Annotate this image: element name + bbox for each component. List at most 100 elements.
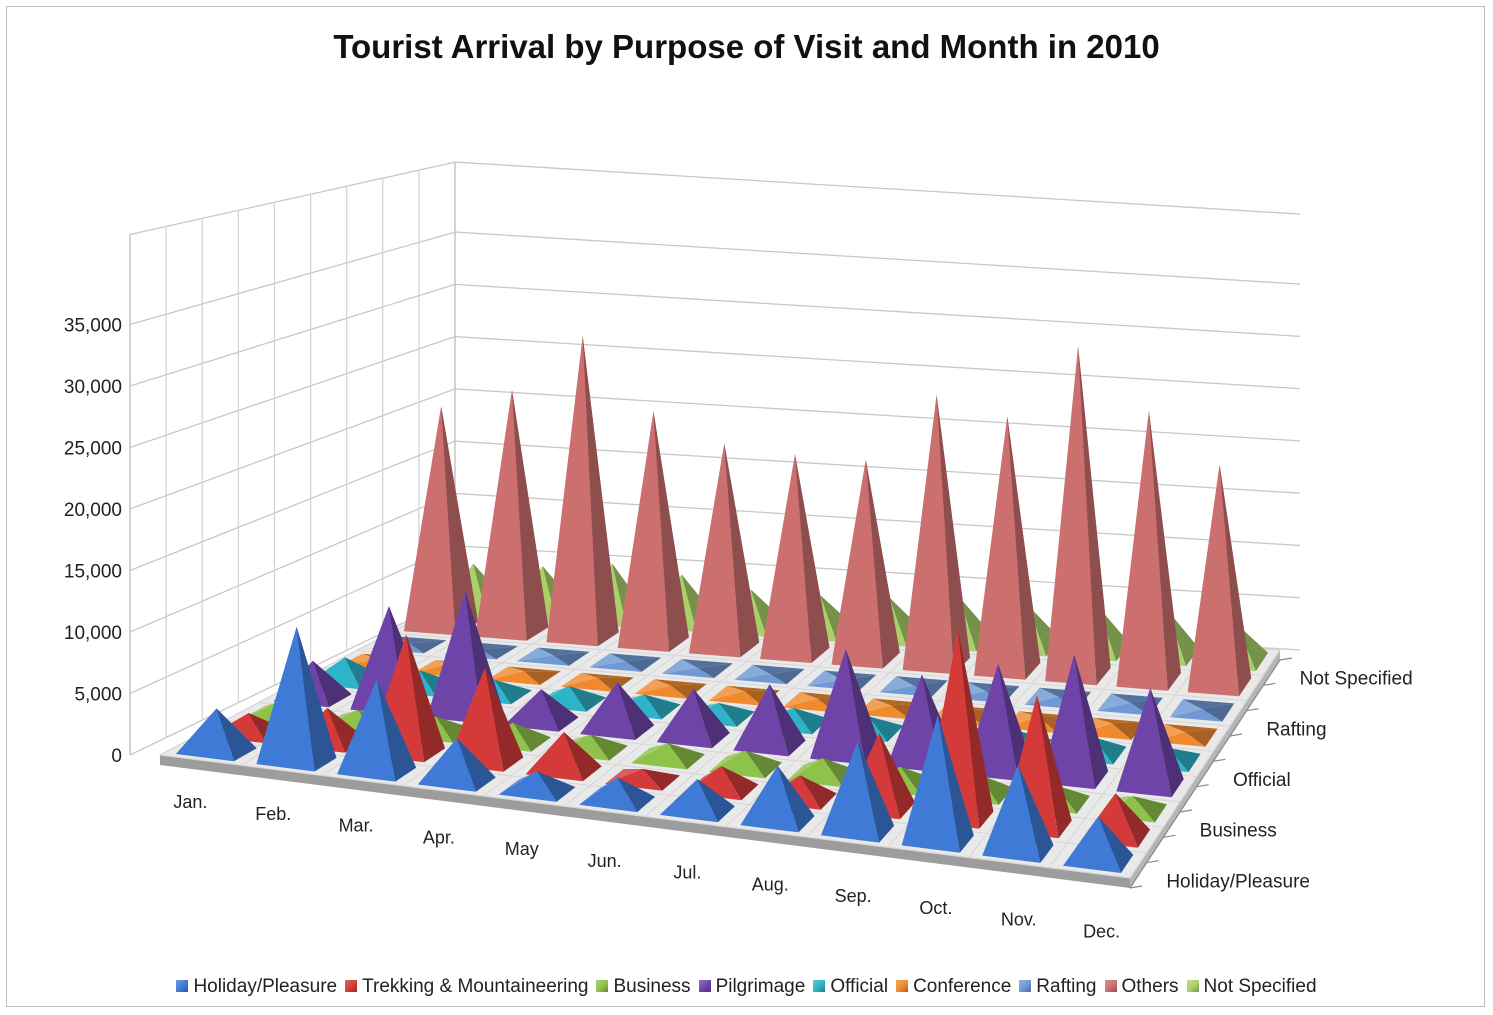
pyramid-rafting-may: [661, 659, 733, 679]
x-tick-label: Apr.: [423, 827, 455, 847]
chart-labels: 0 5,000 10,000 15,000 20,000 25,000 30,000 35,0…: [64, 316, 1413, 942]
pyramid-conference-mar: [486, 666, 561, 685]
pyramid-others-oct: [1045, 346, 1111, 686]
depth-tick-label: Business: [1200, 821, 1277, 842]
pyramid-conference-apr: [560, 672, 634, 692]
pyramid-others-jun: [760, 454, 830, 663]
x-tick-label: Aug.: [752, 874, 789, 894]
legend-label: Official: [830, 976, 889, 997]
x-tick-label: Dec.: [1083, 921, 1120, 941]
pyramid-holiday-pleasure-sep: [821, 741, 895, 843]
legend-item: Pilgrimage: [698, 976, 806, 998]
y-tick-label: 25,000: [64, 439, 122, 460]
pyramid-conference-may: [634, 679, 707, 699]
legend-item: Not Specified: [1186, 976, 1317, 998]
pyramid-holiday-pleasure-dec: [1063, 816, 1134, 873]
pyramid-others-jul: [831, 459, 900, 669]
legend-swatch: [813, 980, 826, 992]
legend-item: Holiday/Pleasure: [176, 976, 337, 998]
legend-item: Others: [1104, 976, 1179, 998]
pyramid-pilgrimage-apr: [503, 689, 579, 732]
pyramid-pilgrimage-jun: [656, 689, 730, 749]
pyramid-holiday-pleasure-jun: [579, 777, 656, 813]
legend-label: Holiday/Pleasure: [193, 976, 338, 997]
pyramid-holiday-pleasure-aug: [740, 765, 815, 833]
pyramid-holiday-pleasure-mar: [337, 679, 417, 782]
legend-label: Trekking & Mountaineering: [362, 976, 589, 997]
pyramid-rafting-apr: [589, 653, 662, 672]
y-tick-label: 20,000: [64, 500, 122, 521]
pyramid-business-jun: [630, 743, 705, 770]
pyramid-holiday-pleasure-nov: [982, 765, 1054, 863]
legend-label: Rafting: [1036, 976, 1097, 997]
pyramid-holiday-pleasure-apr: [417, 738, 496, 792]
pyramid-holiday-pleasure-jul: [659, 779, 735, 823]
x-tick-label: Jul.: [673, 863, 701, 883]
pyramid-holiday-pleasure-may: [498, 771, 576, 802]
legend-label: Others: [1121, 976, 1179, 997]
x-tick-label: Jan.: [173, 792, 207, 812]
pyramid-rafting-jun: [734, 664, 805, 685]
y-tick-label: 30,000: [64, 377, 122, 398]
pyramid-holiday-pleasure-oct: [901, 714, 974, 853]
legend-swatch: [345, 980, 358, 992]
legend-item: Rafting: [1019, 976, 1097, 998]
depth-tick-label: Rafting: [1266, 719, 1326, 740]
legend-swatch: [596, 980, 609, 992]
pyramid-trekking-mountaineering-may: [525, 732, 602, 782]
pyramid-others-sep: [974, 416, 1041, 680]
chart-title: Tourist Arrival by Purpose of Visit and …: [333, 28, 1160, 65]
depth-tick-label: Holiday/Pleasure: [1166, 871, 1310, 892]
pyramid-pilgrimage-jul: [733, 684, 806, 757]
pyramid-others-may: [689, 443, 760, 658]
legend-item: Business: [596, 976, 691, 998]
legend-label: Pilgrimage: [715, 976, 806, 997]
pyramid-others-mar: [546, 336, 619, 647]
depth-tick-label: Not Specified: [1300, 669, 1413, 690]
pyramid-pilgrimage-nov: [1039, 654, 1109, 790]
legend-label: Not Specified: [1203, 976, 1317, 997]
x-tick-label: Nov.: [1001, 910, 1037, 930]
pyramid-rafting-mar: [516, 647, 590, 666]
y-tick-label: 0: [111, 746, 122, 767]
pyramid-rafting-dec: [1169, 699, 1235, 722]
chart-frame: [6, 6, 1485, 1007]
legend-swatch: [896, 980, 909, 992]
pyramid-pilgrimage-may: [580, 682, 655, 740]
pyramid-others-jan: [404, 406, 479, 636]
y-tick-label: 35,000: [64, 316, 122, 337]
pyramid-pilgrimage-aug: [810, 649, 882, 765]
pyramid-others-aug: [902, 395, 970, 675]
x-tick-label: Oct.: [919, 898, 952, 918]
x-tick-label: May: [505, 839, 539, 859]
pyramid-others-feb: [475, 390, 549, 641]
depth-tick-label: Official: [1233, 770, 1291, 791]
x-tick-label: Mar.: [339, 816, 374, 836]
legend-swatch: [1186, 980, 1199, 992]
pyramid-pilgrimage-dec: [1116, 688, 1184, 798]
legend-item: Official: [813, 976, 888, 998]
legend-swatch: [176, 980, 189, 992]
legend-item: Conference: [896, 976, 1011, 998]
pyramid-others-dec: [1187, 464, 1252, 697]
legend-swatch: [1019, 980, 1032, 992]
pyramid-trekking-mountaineering-apr: [446, 667, 524, 772]
legend-item: Trekking & Mountaineering: [345, 976, 588, 998]
pyramid-others-apr: [617, 411, 689, 652]
legend-label: Conference: [913, 976, 1012, 997]
pyramid-holiday-pleasure-feb: [256, 627, 337, 772]
x-tick-label: Jun.: [588, 851, 622, 871]
y-tick-label: 15,000: [64, 562, 122, 583]
legend-label: Business: [613, 976, 691, 997]
legend-swatch: [698, 980, 711, 992]
y-tick-label: 10,000: [64, 623, 122, 644]
x-tick-label: Sep.: [835, 886, 872, 906]
y-tick-label: 5,000: [74, 685, 122, 706]
pyramid-holiday-pleasure-jan: [175, 708, 257, 762]
chart-marks: [175, 336, 1268, 873]
pyramid-others-nov: [1116, 411, 1181, 691]
legend-swatch: [1104, 980, 1117, 992]
x-tick-label: Feb.: [255, 804, 291, 824]
chart-legend: Holiday/Pleasure Trekking & Mountaineerin…: [0, 976, 1493, 998]
